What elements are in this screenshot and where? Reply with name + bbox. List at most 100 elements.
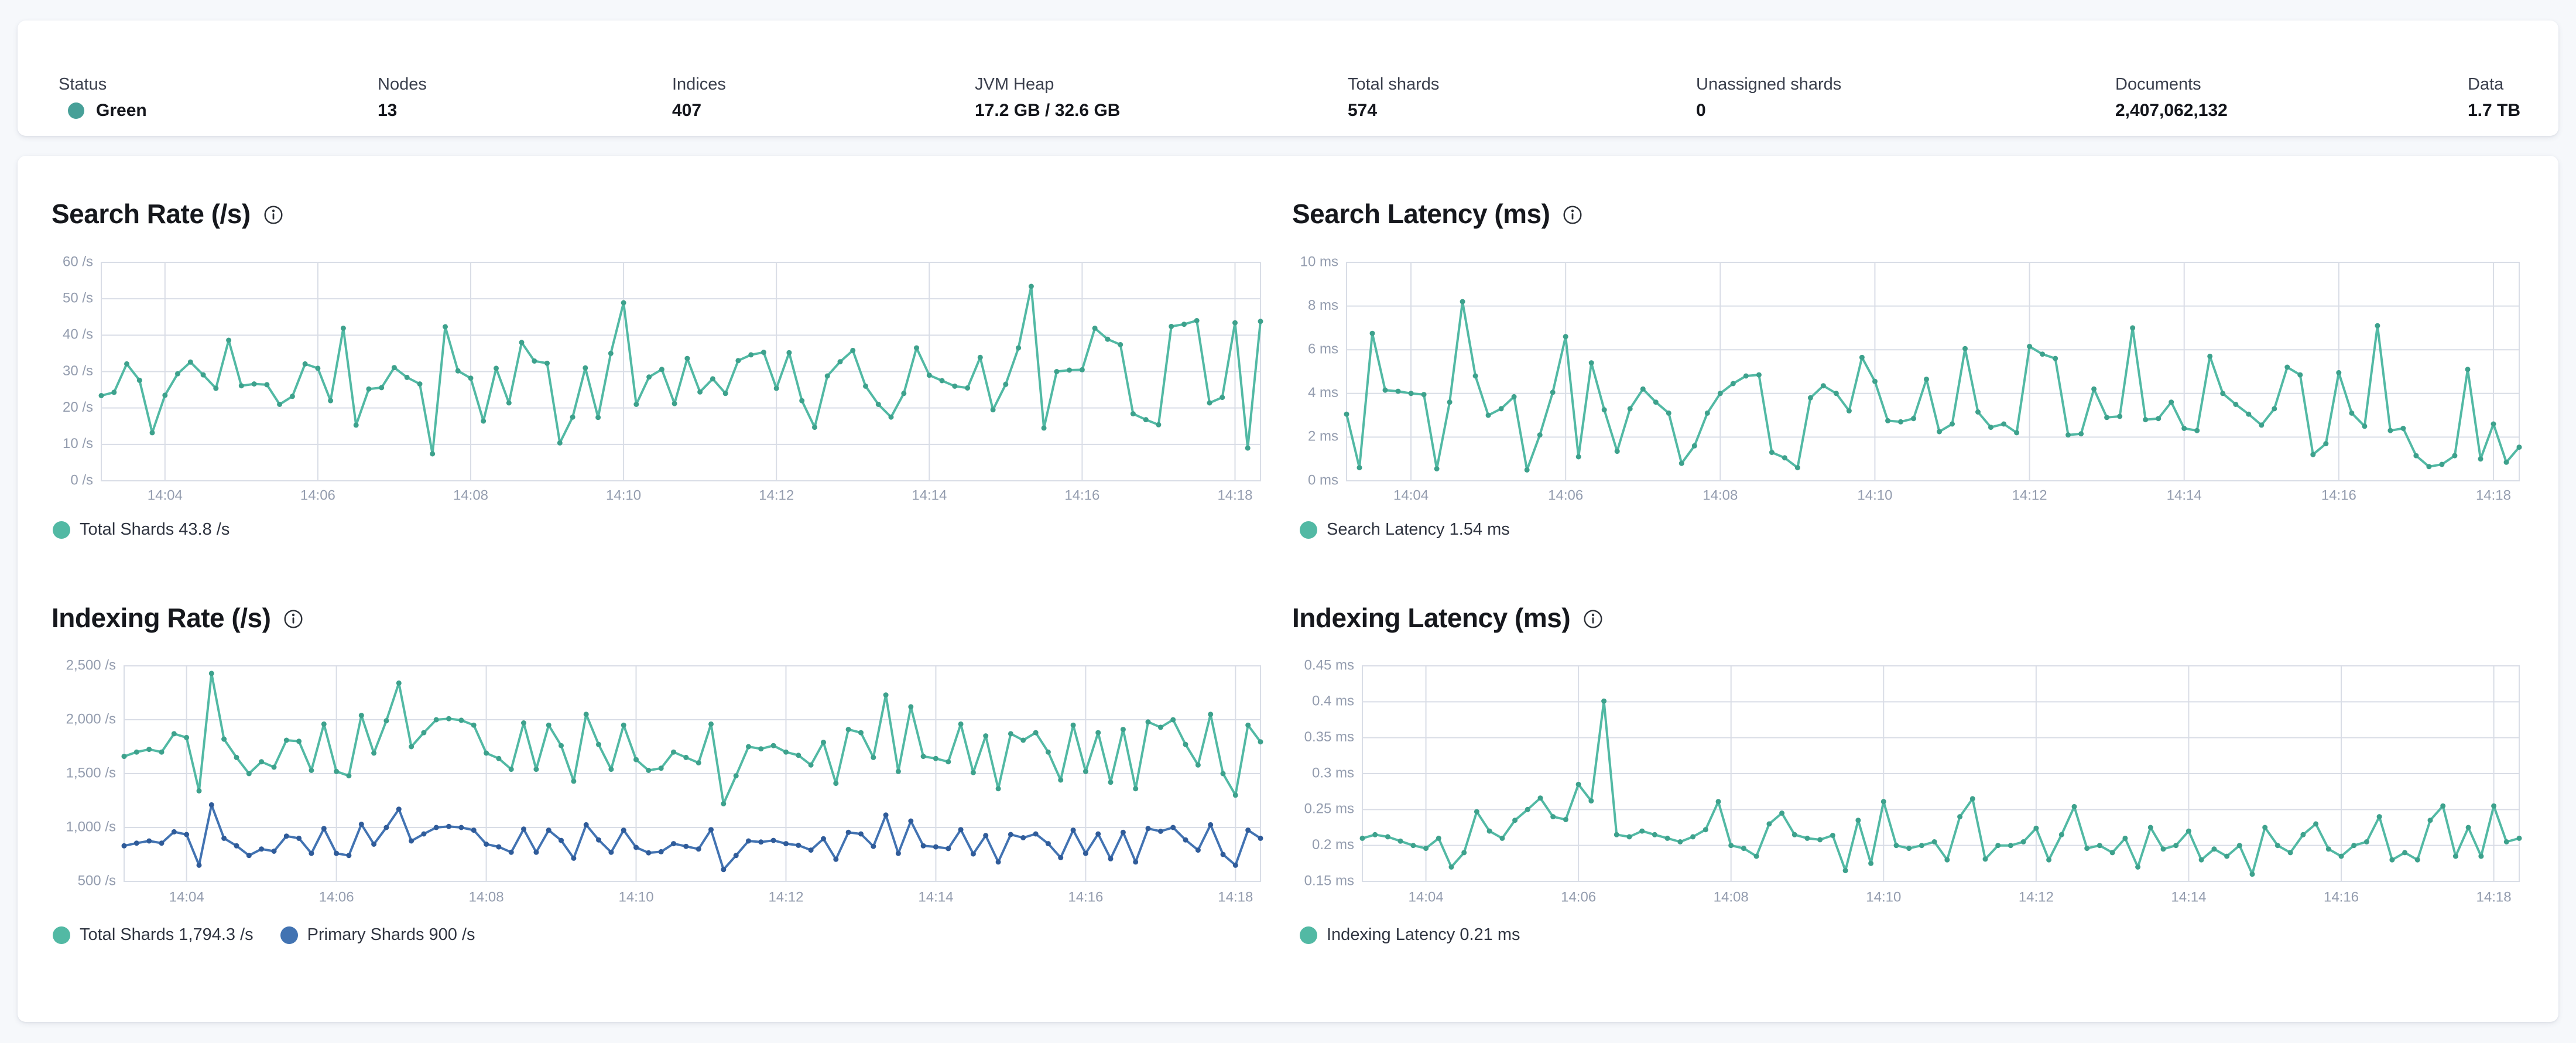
svg-text:14:16: 14:16 [2321, 487, 2356, 503]
legend-label: Total Shards 1,794.3 /s [80, 925, 254, 944]
svg-text:500 /s: 500 /s [78, 873, 116, 888]
stat-label: Total shards [1348, 75, 1440, 94]
svg-text:14:08: 14:08 [469, 889, 504, 905]
svg-text:14:14: 14:14 [918, 889, 953, 905]
svg-text:14:06: 14:06 [319, 889, 354, 905]
svg-text:14:18: 14:18 [1217, 487, 1252, 503]
search-rate-chart[interactable]: 0 /s 10 /s 20 /s 30 /s 40 /s 50 /s 60 /s 14:04 1… [23, 246, 1276, 521]
svg-text:40 /s: 40 /s [63, 327, 93, 343]
svg-text:4 ms: 4 ms [1308, 385, 1338, 401]
legend-label: Indexing Latency 0.21 ms [1327, 925, 1520, 944]
svg-text:14:12: 14:12 [2012, 487, 2047, 503]
chart-title: Search Latency (ms) [1292, 199, 1550, 229]
svg-text:14:10: 14:10 [618, 889, 653, 905]
svg-text:14:14: 14:14 [912, 487, 947, 503]
search-rate-legend: Total Shards 43.8 /s [53, 520, 229, 539]
svg-text:14:16: 14:16 [2324, 889, 2359, 905]
search-latency-legend: Search Latency 1.54 ms [1300, 520, 1510, 539]
svg-text:14:16: 14:16 [1068, 889, 1103, 905]
stat-total-shards: Total shards 574 [1348, 74, 1439, 121]
info-icon[interactable] [283, 609, 303, 629]
legend-item[interactable]: Indexing Latency 0.21 ms [1300, 925, 1520, 945]
status-text: Green [96, 101, 147, 120]
series-dot-icon [280, 926, 298, 944]
status-value: Green [68, 100, 147, 121]
status-health-dot-icon [68, 102, 84, 119]
svg-text:2 ms: 2 ms [1308, 429, 1338, 444]
stat-label: Documents [2115, 75, 2201, 94]
series-dot-icon [53, 926, 70, 944]
stat-label: Indices [672, 75, 726, 94]
legend-label: Search Latency 1.54 ms [1327, 520, 1510, 539]
svg-text:0 /s: 0 /s [70, 472, 93, 488]
chart-title: Indexing Latency (ms) [1292, 603, 1571, 633]
info-icon[interactable] [1563, 205, 1582, 225]
svg-text:2,000 /s: 2,000 /s [66, 711, 116, 727]
stat-status: Status Green [59, 74, 147, 121]
svg-text:14:14: 14:14 [2171, 889, 2206, 905]
legend-item[interactable]: Search Latency 1.54 ms [1300, 520, 1510, 539]
search-rate-header: Search Rate (/s) [52, 198, 283, 230]
svg-text:14:14: 14:14 [2167, 487, 2202, 503]
stat-value: 17.2 GB / 32.6 GB [975, 101, 1121, 120]
stat-value: 574 [1348, 101, 1378, 120]
svg-text:14:10: 14:10 [1857, 487, 1892, 503]
svg-text:14:12: 14:12 [768, 889, 803, 905]
stat-documents: Documents 2,407,062,132 [2115, 74, 2228, 121]
stat-label: Data [2468, 75, 2504, 94]
stat-data: Data 1.7 TB [2468, 74, 2520, 121]
search-latency-chart[interactable]: 0 ms 2 ms 4 ms 6 ms 8 ms 10 ms 14:04 14:06 14:08… [1282, 246, 2547, 521]
stat-value: 13 [378, 101, 398, 120]
indexing-latency-legend: Indexing Latency 0.21 ms [1300, 925, 1520, 945]
legend-item[interactable]: Total Shards 43.8 /s [53, 520, 229, 539]
svg-text:50 /s: 50 /s [63, 290, 93, 306]
svg-text:20 /s: 20 /s [63, 399, 93, 415]
svg-text:14:18: 14:18 [1218, 889, 1253, 905]
series-dot-icon [1300, 521, 1317, 539]
svg-text:0.25 ms: 0.25 ms [1304, 801, 1354, 817]
series-dot-icon [1300, 926, 1317, 944]
stat-unassigned-shards: Unassigned shards 0 [1696, 74, 1841, 121]
indexing-rate-header: Indexing Rate (/s) [52, 602, 303, 634]
series-dot-icon [53, 521, 70, 539]
svg-text:8 ms: 8 ms [1308, 297, 1338, 313]
info-icon[interactable] [263, 205, 283, 225]
indexing-rate-chart[interactable]: 500 /s 1,000 /s 1,500 /s 2,000 /s 2,500 /s 14… [23, 650, 1276, 925]
svg-text:14:08: 14:08 [1714, 889, 1749, 905]
stat-jvm-heap: JVM Heap 17.2 GB / 32.6 GB [975, 74, 1120, 121]
svg-text:14:04: 14:04 [1393, 487, 1429, 503]
svg-text:0.35 ms: 0.35 ms [1304, 729, 1354, 745]
svg-text:14:12: 14:12 [759, 487, 794, 503]
svg-text:14:06: 14:06 [1561, 889, 1596, 905]
legend-item[interactable]: Primary Shards 900 /s [280, 925, 475, 945]
svg-text:14:18: 14:18 [2476, 889, 2512, 905]
stat-value: 407 [672, 101, 702, 120]
indexing-latency-chart[interactable]: 0.15 ms 0.2 ms 0.25 ms 0.3 ms 0.35 ms 0.4 ms 0… [1282, 650, 2547, 925]
stat-value: 0 [1696, 101, 1706, 120]
stat-value: 2,407,062,132 [2115, 101, 2228, 120]
svg-text:0.2 ms: 0.2 ms [1312, 837, 1354, 853]
svg-text:14:08: 14:08 [1703, 487, 1738, 503]
svg-text:14:18: 14:18 [2476, 487, 2511, 503]
svg-text:14:10: 14:10 [606, 487, 641, 503]
svg-text:0.15 ms: 0.15 ms [1304, 873, 1354, 888]
legend-item[interactable]: Total Shards 1,794.3 /s [53, 925, 254, 945]
svg-text:1,500 /s: 1,500 /s [66, 765, 116, 781]
svg-text:10 /s: 10 /s [63, 436, 93, 452]
svg-text:14:10: 14:10 [1866, 889, 1901, 905]
svg-text:1,000 /s: 1,000 /s [66, 819, 116, 835]
svg-text:14:16: 14:16 [1064, 487, 1099, 503]
legend-label: Primary Shards 900 /s [307, 925, 475, 944]
svg-text:6 ms: 6 ms [1308, 341, 1338, 357]
svg-text:14:06: 14:06 [1548, 487, 1583, 503]
svg-text:14:04: 14:04 [169, 889, 204, 905]
stat-nodes: Nodes 13 [378, 74, 427, 121]
stat-label: Status [59, 75, 107, 94]
svg-text:0.45 ms: 0.45 ms [1304, 657, 1354, 673]
legend-label: Total Shards 43.8 /s [80, 520, 230, 539]
svg-text:0 ms: 0 ms [1308, 472, 1338, 488]
svg-text:0.4 ms: 0.4 ms [1312, 693, 1354, 709]
cluster-stats-panel: Status Green Nodes 13 Indices 407 JVM He… [18, 20, 2558, 136]
info-icon[interactable] [1583, 609, 1603, 629]
search-latency-header: Search Latency (ms) [1292, 198, 1582, 230]
